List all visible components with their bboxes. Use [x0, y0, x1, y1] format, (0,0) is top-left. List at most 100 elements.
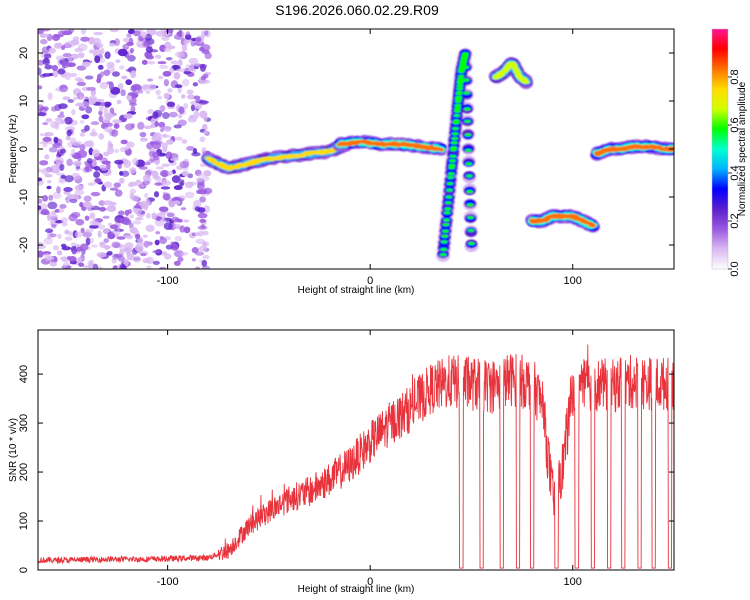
track-blob [455, 95, 463, 99]
spectral-track [525, 208, 600, 233]
noise-blob [60, 148, 67, 154]
noise-blob [77, 52, 85, 59]
spectrogram-plot-area [38, 29, 674, 269]
noise-blob [79, 133, 85, 137]
noise-blob [53, 136, 59, 144]
noise-blob [135, 217, 144, 221]
noise-blob [143, 84, 151, 89]
noise-blob [70, 242, 77, 247]
noise-blob [84, 215, 90, 221]
noise-blob [199, 100, 210, 104]
x-tick-label: 0 [367, 275, 373, 287]
noise-blob [74, 77, 83, 82]
noise-blob [197, 173, 205, 177]
noise-blob [201, 260, 208, 267]
noise-blob [139, 137, 148, 142]
noise-blob [98, 200, 106, 206]
x-tick-label: -100 [157, 275, 179, 287]
noise-blob [91, 159, 97, 167]
noise-blob [118, 65, 125, 70]
noise-blob [109, 224, 119, 230]
noise-blob [42, 136, 52, 142]
noise-blob [129, 188, 137, 195]
noise-blob [103, 69, 111, 77]
noise-blob [43, 106, 49, 111]
noise-blob [66, 129, 72, 137]
noise-blob [199, 196, 206, 203]
noise-blob [132, 255, 142, 263]
snr-x-label: Height of straight line (km) [298, 584, 415, 595]
noise-blob [118, 177, 125, 184]
noise-blob [65, 199, 70, 204]
noise-blob [185, 64, 191, 69]
colorbar-label: Normalized spectral amplitude [737, 81, 748, 216]
noise-blob [109, 29, 119, 33]
track-blob [455, 90, 463, 95]
noise-blob [173, 250, 184, 258]
noise-blob [164, 253, 172, 260]
track-blob [464, 148, 472, 153]
track-blob [467, 241, 475, 246]
track-blob [442, 223, 450, 227]
noise-blob [103, 238, 110, 243]
noise-blob [123, 258, 129, 267]
noise-blob [203, 170, 212, 177]
noise-blob [68, 72, 78, 77]
track-blob [454, 106, 462, 111]
noise-blob [176, 68, 187, 72]
track-blob [465, 162, 473, 166]
noise-blob [200, 75, 206, 81]
noise-blob [116, 236, 126, 240]
track-blob [448, 159, 456, 163]
noise-blob [87, 260, 94, 266]
noise-blob [194, 251, 205, 256]
noise-blob [168, 111, 178, 118]
spectrogram-tracks [201, 47, 674, 262]
noise-blob [38, 168, 43, 173]
noise-blob [73, 160, 82, 167]
noise-blob [163, 222, 173, 231]
noise-blob [85, 106, 93, 114]
noise-blob [171, 175, 181, 184]
noise-blob [40, 99, 45, 104]
noise-blob [199, 163, 207, 167]
noise-blob [47, 215, 55, 222]
noise-blob [60, 174, 66, 179]
noise-blob [159, 237, 167, 244]
noise-blob [79, 243, 89, 251]
track-blob [456, 84, 464, 88]
noise-blob [190, 104, 196, 112]
noise-blob [201, 147, 207, 154]
noise-blob [89, 224, 99, 229]
noise-blob [78, 262, 85, 267]
noise-blob [125, 234, 133, 240]
noise-blob [103, 101, 112, 107]
track-blob [440, 247, 448, 252]
track-blob [467, 215, 475, 220]
noise-blob [100, 47, 105, 55]
noise-blob [113, 253, 123, 258]
noise-blob [167, 88, 173, 93]
noise-blob [161, 180, 171, 186]
noise-blob [164, 41, 172, 47]
noise-blob [89, 237, 94, 244]
noise-blob [129, 47, 135, 54]
noise-blob [152, 260, 160, 266]
noise-blob [188, 57, 199, 65]
noise-blob [42, 122, 49, 126]
noise-blob [70, 53, 80, 60]
noise-blob [86, 86, 97, 91]
noise-blob [84, 75, 94, 80]
noise-blob [97, 224, 106, 230]
noise-blob [111, 241, 121, 249]
noise-blob [154, 182, 163, 186]
noise-blob [113, 182, 121, 188]
noise-blob [119, 264, 127, 269]
noise-blob [191, 152, 201, 157]
noise-blob [62, 53, 72, 58]
noise-blob [204, 30, 209, 36]
noise-blob [162, 111, 170, 120]
noise-blob [159, 266, 166, 269]
noise-blob [173, 223, 181, 229]
noise-blob [107, 222, 113, 226]
